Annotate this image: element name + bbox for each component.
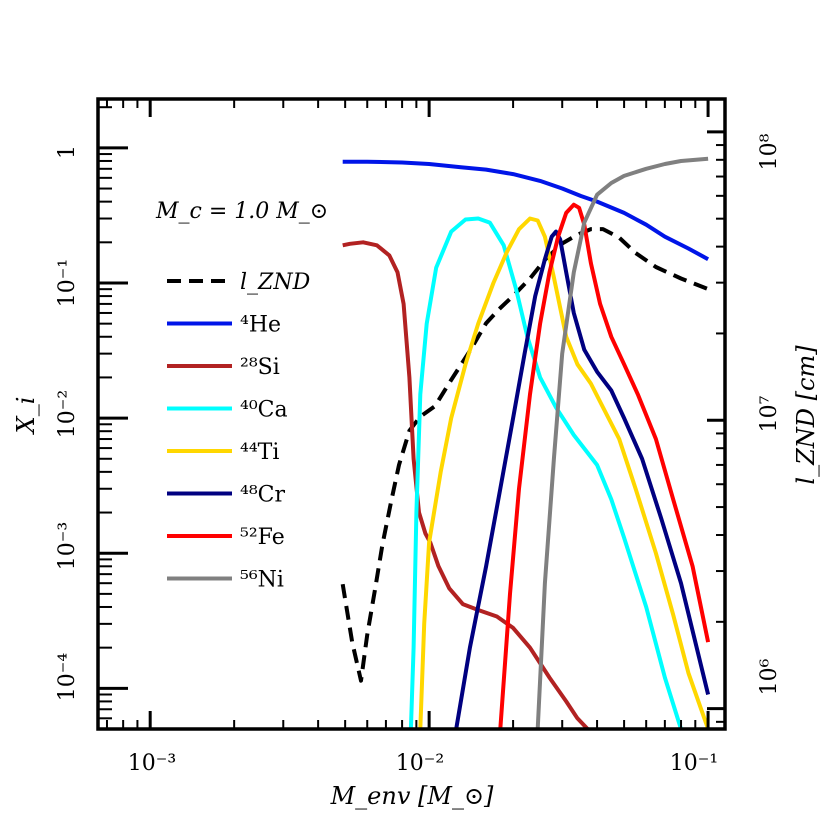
legend-label-0: l_ZND — [240, 270, 311, 295]
legend-label-7: ⁵⁶Ni — [240, 568, 284, 593]
legend-label-3: ⁴⁰Ca — [240, 398, 288, 423]
y-right-tick-label-1e8: 10⁸ — [757, 133, 782, 170]
series-line-3 — [408, 216, 683, 729]
core-mass-annotation: M_c = 1.0 M_⊙ — [155, 199, 328, 224]
legend-label-2: ²⁸Si — [240, 355, 280, 380]
legend-label-5: ⁴⁸Cr — [240, 483, 285, 508]
legend-label-1: ⁴He — [240, 313, 281, 338]
series-line-5 — [454, 229, 711, 729]
x-axis-title: M_env [M_⊙] — [330, 782, 494, 810]
series-line-4 — [418, 216, 710, 729]
y-right-axis-title: l_ZND [cm] — [792, 345, 820, 485]
series-line-0 — [340, 227, 709, 683]
series-line-6 — [498, 202, 711, 729]
y-left-tick-label-1e-4: 10⁻⁴ — [55, 653, 80, 702]
plot-frame — [96, 97, 727, 731]
y-left-tick-label-1e-3: 10⁻³ — [55, 522, 80, 570]
x-tick-label-1e-2: 10⁻² — [396, 751, 444, 776]
series-line-1 — [342, 159, 710, 261]
y-left-axis-title: X_i — [12, 397, 40, 436]
y-right-tick-label-1e6: 10⁶ — [757, 658, 782, 695]
y-right-tick-label-1e7: 10⁷ — [757, 395, 782, 432]
y-left-tick-label-1e-2: 10⁻² — [55, 390, 80, 438]
series-line-7 — [535, 156, 709, 729]
x-tick-label-1e-3: 10⁻³ — [128, 751, 176, 776]
legend-label-4: ⁴⁴Ti — [240, 440, 279, 465]
series-layer — [340, 156, 711, 729]
legend-label-6: ⁵²Fe — [240, 525, 285, 550]
x-tick-label-1e-1: 10⁻¹ — [670, 751, 718, 776]
y-left-tick-label-1e-1: 10⁻¹ — [55, 259, 80, 307]
legend: l_ZND ⁴He ²⁸Si ⁴⁰Ca ⁴⁴Ti ⁴⁸Cr ⁵²Fe ⁵⁶Ni — [167, 270, 311, 593]
y-left-tick-label-1: 1 — [55, 145, 80, 159]
